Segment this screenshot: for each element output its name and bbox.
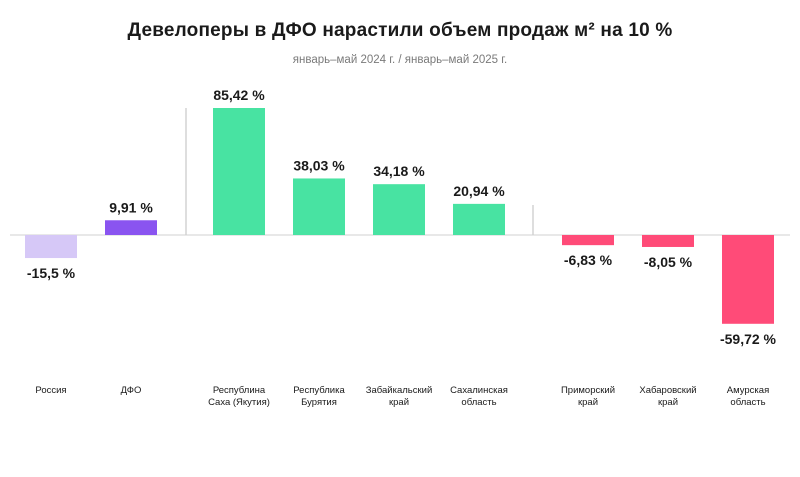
value-label-1: 9,91 % xyxy=(109,199,153,215)
bar-4 xyxy=(373,184,425,235)
category-label-6: Приморский край xyxy=(561,385,615,408)
chart-title: Девелоперы в ДФО нарастили объем продаж … xyxy=(127,20,673,41)
category-label-8: Амурская область xyxy=(727,385,769,408)
bars xyxy=(25,108,774,324)
category-label-7: Хабаровский край xyxy=(639,385,696,408)
category-label-1: ДФО xyxy=(121,385,142,396)
value-label-4: 34,18 % xyxy=(373,163,425,179)
category-labels: Россия ДФО Республина Саха (Якутия) Республи… xyxy=(35,385,769,408)
value-labels: -15,5 % 9,91 % 85,42 % 38,03 % 34,18 % 20,94 … xyxy=(27,87,777,347)
value-label-6: -6,83 % xyxy=(564,252,613,268)
bar-8 xyxy=(722,235,774,324)
bar-7 xyxy=(642,235,694,247)
category-label-0: Россия xyxy=(35,385,66,396)
value-label-5: 20,94 % xyxy=(453,183,505,199)
group-dividers xyxy=(185,108,534,235)
bar-1 xyxy=(105,220,157,235)
chart-subtitle: январь–май 2024 г. / январь–май 2025 г. xyxy=(292,54,508,66)
bar-3 xyxy=(293,178,345,235)
value-label-0: -15,5 % xyxy=(27,265,76,281)
value-label-2: 85,42 % xyxy=(213,87,265,103)
bar-5 xyxy=(453,203,505,235)
category-label-2: Республина Саха (Якутия) xyxy=(208,385,270,408)
value-label-7: -8,05 % xyxy=(644,254,693,270)
value-label-8: -59,72 % xyxy=(720,331,777,347)
category-label-3: Республика Бурятия xyxy=(293,385,345,408)
category-label-5: Сахалинская область xyxy=(450,385,508,408)
bar-0 xyxy=(25,235,77,259)
bar-2 xyxy=(213,108,265,235)
bar-6 xyxy=(562,235,614,246)
category-label-4: Забайкальский край xyxy=(366,385,433,408)
value-label-3: 38,03 % xyxy=(293,157,345,173)
